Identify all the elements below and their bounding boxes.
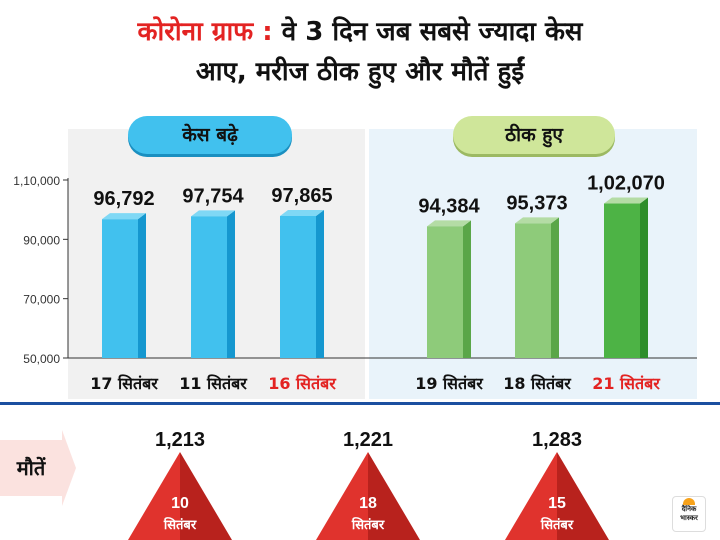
legend-recovered: ठीक हुए: [453, 116, 615, 154]
death-value-label: 1,213: [155, 429, 205, 451]
bar-top: [102, 213, 146, 220]
death-value-label: 1,283: [532, 429, 582, 451]
x-category-label: 17 सितंबर: [90, 374, 159, 393]
y-tick-label: 50,000: [23, 352, 60, 366]
death-day-label: 15: [548, 495, 566, 512]
death-day-label: 10: [171, 495, 189, 512]
y-tick-label: 70,000: [23, 293, 60, 307]
logo-text: दैनिक भास्कर: [680, 505, 698, 522]
x-category-label: 18 सितंबर: [503, 374, 572, 393]
bar: [515, 223, 551, 358]
bar-side: [227, 210, 235, 358]
bar-value-label: 95,373: [506, 192, 567, 214]
death-month-label: सितंबर: [351, 517, 385, 533]
x-category-label: 21 सितंबर: [592, 374, 661, 393]
bar: [102, 219, 138, 358]
title-line-1-rest: वे 3 दिन जब सबसे ज्यादा केस: [281, 17, 583, 47]
x-category-label: 19 सितंबर: [415, 374, 484, 393]
legend-cases: केस बढ़े: [128, 116, 292, 154]
bar-value-label: 97,865: [271, 185, 332, 207]
x-category-label: 16 सितंबर: [268, 374, 337, 393]
death-triangle: [128, 452, 180, 540]
bar: [191, 216, 227, 358]
bar-value-label: 1,02,070: [587, 173, 665, 195]
bar: [427, 226, 463, 358]
death-value-label: 1,221: [343, 429, 393, 451]
death-triangle-shade: [557, 452, 609, 540]
bar-value-label: 94,384: [418, 195, 480, 217]
bar: [280, 216, 316, 358]
death-triangle-shade: [180, 452, 232, 540]
section-divider: [0, 402, 720, 405]
death-day-label: 18: [359, 495, 377, 512]
x-category-label: 11 सितंबर: [179, 374, 248, 393]
death-month-label: सितंबर: [163, 517, 197, 533]
title-highlight: कोरोना ग्राफ :: [137, 17, 273, 47]
y-tick-label: 1,10,000: [13, 174, 60, 188]
death-triangle: [316, 452, 368, 540]
bar-top: [515, 217, 559, 224]
deaths-label: मौतें: [0, 440, 62, 496]
logo-sun-icon: [683, 498, 695, 505]
y-tick-label: 90,000: [23, 233, 60, 247]
bar-top: [604, 197, 648, 204]
title-line-1: कोरोना ग्राफ : वे 3 दिन जब सबसे ज्यादा क…: [0, 12, 720, 52]
bar-side: [640, 197, 648, 358]
death-triangle-shade: [368, 452, 420, 540]
publisher-logo: दैनिक भास्कर: [672, 496, 706, 532]
bar-value-label: 96,792: [93, 188, 154, 210]
bar: [604, 203, 640, 358]
title-line-2: आए, मरीज ठीक हुए और मौतें हुईं: [195, 57, 525, 87]
chart-title: कोरोना ग्राफ : वे 3 दिन जब सबसे ज्यादा क…: [0, 12, 720, 92]
bar-top: [427, 220, 471, 227]
bar-side: [138, 213, 146, 358]
death-month-label: सितंबर: [540, 517, 574, 533]
deaths-label-arrow: [62, 430, 76, 506]
death-triangle: [505, 452, 557, 540]
bar-top: [191, 210, 235, 217]
bar-side: [463, 220, 471, 358]
bar-side: [316, 210, 324, 358]
bar-top: [280, 210, 324, 217]
bar-side: [551, 217, 559, 358]
bar-value-label: 97,754: [182, 185, 244, 207]
